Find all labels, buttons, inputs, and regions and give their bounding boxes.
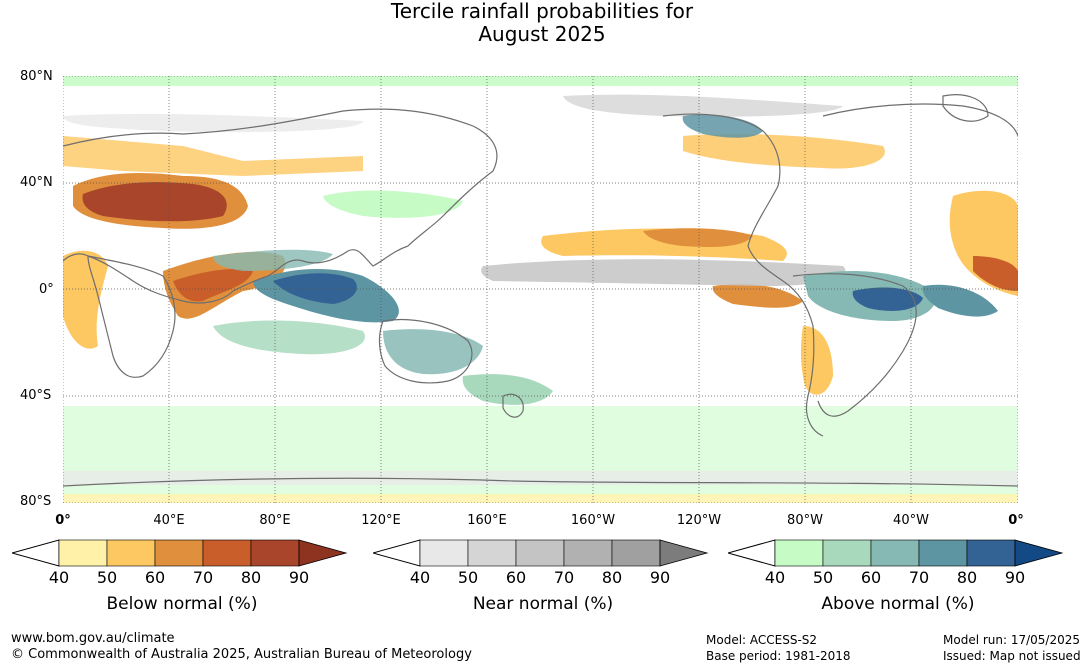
- model-name: Model: ACCESS-S2: [706, 633, 818, 647]
- tick-near-50: 50: [457, 568, 479, 587]
- legend-title-near-normal: Near normal (%): [472, 594, 614, 614]
- colorbar-above-normal: [728, 539, 1064, 567]
- tick-near-80: 80: [601, 568, 623, 587]
- website-link[interactable]: www.bom.gov.au/climate: [11, 631, 175, 646]
- tick-near-70: 70: [553, 568, 575, 587]
- lon-label-80w: 80°W: [787, 513, 823, 528]
- lon-label-120w: 120°W: [676, 513, 722, 528]
- tick-above-70: 70: [908, 568, 930, 587]
- footer-model-info: Model: ACCESS-S2 Base period: 1981-2018: [706, 632, 851, 664]
- lat-label-0: 0°: [39, 282, 54, 297]
- footer-run-info: Model run: 17/05/2025 Issued: Map not is…: [943, 632, 1081, 664]
- near-normal-equatorial-pacific: [481, 259, 846, 286]
- lon-label-120e: 120°E: [361, 513, 401, 528]
- tick-above-50: 50: [812, 568, 834, 587]
- tick-below-60: 60: [144, 568, 166, 587]
- lat-label-80s: 80°S: [20, 494, 52, 509]
- tick-near-60: 60: [505, 568, 527, 587]
- legend-title-above-normal: Above normal (%): [821, 594, 975, 614]
- map-title-line1: Tercile rainfall probabilities for: [390, 0, 694, 23]
- issued-status: Issued: Map not issued: [943, 649, 1081, 663]
- base-period: Base period: 1981-2018: [706, 649, 851, 663]
- colorbar-below-normal: [12, 539, 348, 567]
- tick-below-40: 40: [48, 568, 70, 587]
- lon-label-40e: 40°E: [153, 513, 185, 528]
- tick-below-80: 80: [240, 568, 262, 587]
- lon-label-80e: 80°E: [259, 513, 291, 528]
- below-normal-north-africa: [63, 250, 108, 349]
- tick-near-40: 40: [409, 568, 431, 587]
- map-gridlines: [63, 76, 1018, 503]
- tick-near-90: 90: [649, 568, 671, 587]
- footer-credits: www.bom.gov.au/climate © Commonwealth of…: [11, 631, 472, 663]
- lon-label-40w: 40°W: [893, 513, 929, 528]
- tick-above-80: 80: [956, 568, 978, 587]
- tick-below-70: 70: [192, 568, 214, 587]
- tick-below-90: 90: [288, 568, 310, 587]
- lon-label-160e: 160°E: [467, 513, 507, 528]
- tick-above-90: 90: [1004, 568, 1026, 587]
- model-run: Model run: 17/05/2025: [943, 633, 1081, 647]
- legend-near-normal: 40 50 60 70 80 90 Near normal (%): [373, 538, 713, 618]
- map-title-line2: August 2025: [478, 22, 606, 46]
- legend-above-normal: 40 50 60 70 80 90 Above normal (%): [728, 538, 1068, 618]
- continent-outlines: [63, 94, 1018, 487]
- lat-label-40n: 40°N: [20, 175, 53, 190]
- above-normal-australia: [383, 329, 483, 375]
- rainfall-map: [63, 76, 1018, 503]
- lon-label-160w: 160°W: [570, 513, 616, 528]
- lon-label-0-west: 0°: [55, 513, 71, 528]
- tick-above-40: 40: [764, 568, 786, 587]
- copyright-text: © Commonwealth of Australia 2025, Austra…: [11, 647, 472, 662]
- colorbar-near-normal: [373, 539, 709, 567]
- lat-label-40s: 40°S: [20, 388, 52, 403]
- legend-title-below-normal: Below normal (%): [106, 594, 258, 614]
- map-title: Tercile rainfall probabilities for Augus…: [292, 0, 792, 46]
- tick-below-50: 50: [96, 568, 118, 587]
- legend-below-normal: 40 50 60 70 80 90 Below normal (%): [12, 538, 352, 618]
- tick-above-60: 60: [860, 568, 882, 587]
- lat-label-80n: 80°N: [20, 69, 53, 84]
- lon-label-0-east: 0°: [1008, 513, 1024, 528]
- map-canvas: [63, 76, 1018, 503]
